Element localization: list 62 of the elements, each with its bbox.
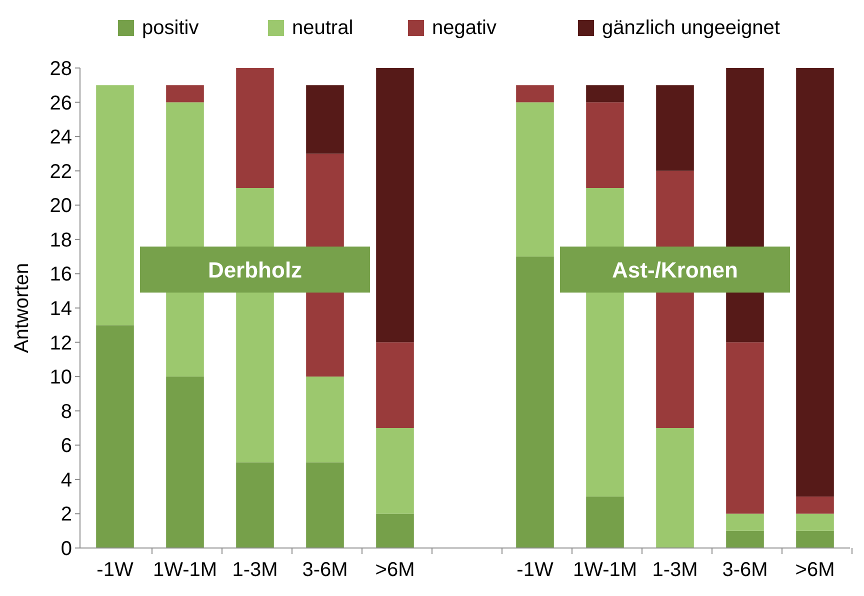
y-axis-title: Antworten xyxy=(11,262,33,354)
y-tick-label: 14 xyxy=(50,298,72,320)
label-box: Ast-/Kronen xyxy=(560,246,790,293)
y-tick-label: 10 xyxy=(50,366,72,389)
bar xyxy=(796,530,834,548)
legend-label: neutral xyxy=(292,17,354,39)
x-tick-label: >6M xyxy=(795,559,835,581)
y-tick-label: 6 xyxy=(60,435,72,458)
annotation: Ast-/Kronen xyxy=(612,258,738,283)
x-tick-label: -1W xyxy=(516,559,554,581)
y-tick-label: 18 xyxy=(50,229,72,252)
x-tick-label: 1-3M xyxy=(652,559,698,581)
bar xyxy=(726,514,764,531)
y-tick-label: 20 xyxy=(50,195,72,218)
bar xyxy=(376,428,414,514)
bar xyxy=(306,462,344,548)
y-tick-label: 28 xyxy=(50,58,72,80)
bar xyxy=(236,68,274,188)
bar xyxy=(586,102,624,188)
bar xyxy=(376,68,414,342)
y-tick-label: 4 xyxy=(60,469,72,492)
bar xyxy=(796,68,834,497)
bar xyxy=(656,85,694,171)
bar xyxy=(306,376,344,462)
annotation: Derbholz xyxy=(208,258,302,283)
bar xyxy=(586,496,624,548)
bar xyxy=(96,325,134,548)
bar xyxy=(166,376,204,548)
x-tick-label: -1W xyxy=(96,559,134,581)
bar xyxy=(796,514,834,531)
legend-label: negativ xyxy=(432,17,496,39)
legend-label: positiv xyxy=(142,17,199,39)
x-tick-label: 1W-1M xyxy=(152,559,218,581)
x-tick-label: 1W-1M xyxy=(572,559,638,581)
bar xyxy=(516,85,554,102)
x-tick-label: 3-6M xyxy=(302,559,348,581)
bar xyxy=(516,102,554,257)
bar xyxy=(516,256,554,548)
y-tick-label: 0 xyxy=(60,538,72,560)
y-tick-label: 2 xyxy=(60,504,72,526)
bar xyxy=(656,428,694,548)
y-tick-label: 26 xyxy=(50,92,72,114)
bar xyxy=(376,514,414,548)
y-tick-label: 22 xyxy=(50,160,72,183)
bar xyxy=(586,85,624,102)
bar xyxy=(236,462,274,548)
x-tick-label: 3-6M xyxy=(722,559,768,581)
legend-label: gänzlich ungeeignet xyxy=(602,17,780,39)
y-tick-label: 12 xyxy=(50,332,72,354)
bar xyxy=(726,342,764,514)
y-tick-label: 16 xyxy=(50,264,72,286)
y-tick-label: 8 xyxy=(60,400,72,423)
x-tick-label: >6M xyxy=(375,559,415,581)
bar xyxy=(96,85,134,326)
bar xyxy=(726,530,764,548)
bar xyxy=(306,85,344,154)
bar xyxy=(796,496,834,514)
label-box: Derbholz xyxy=(140,246,370,293)
bar xyxy=(166,85,204,102)
x-tick-label: 1-3M xyxy=(232,559,278,581)
bar xyxy=(376,342,414,428)
y-tick-label: 24 xyxy=(50,126,72,149)
